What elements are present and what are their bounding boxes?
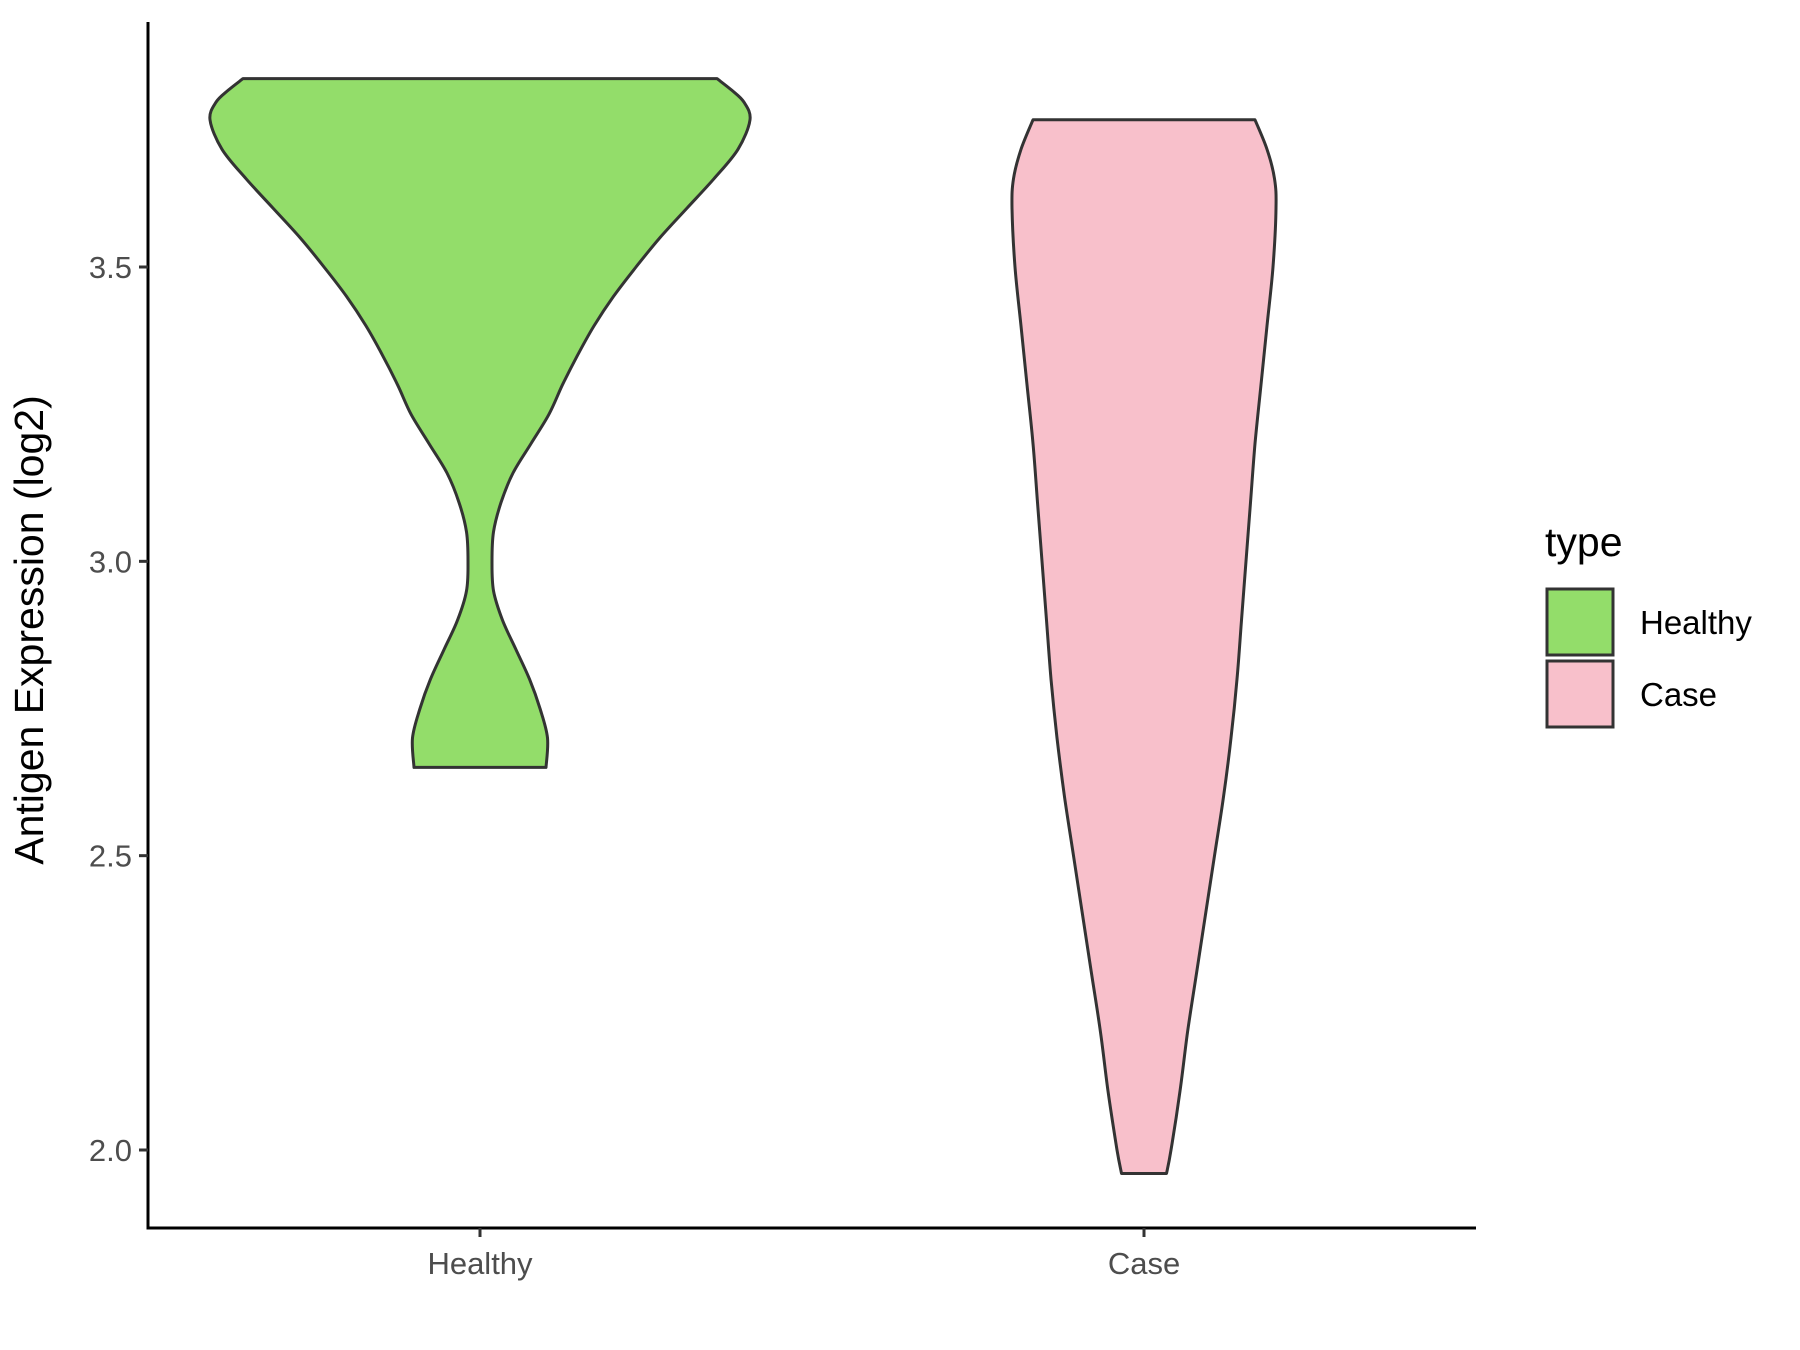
legend-label-case: Case xyxy=(1640,676,1717,713)
legend-key-case xyxy=(1545,659,1615,729)
y-tick-label: 3.0 xyxy=(89,544,132,579)
violin-healthy xyxy=(208,77,752,769)
y-axis-title: Antigen Expression (log2) xyxy=(6,395,52,864)
legend-title: type xyxy=(1545,519,1623,565)
y-tick-label: 2.0 xyxy=(89,1133,132,1168)
violin-case xyxy=(1010,118,1278,1175)
legend: type Healthy Case xyxy=(1545,519,1752,729)
x-tick-label-case: Case xyxy=(1108,1246,1180,1281)
plot-area xyxy=(208,77,1278,1175)
x-tick-label-healthy: Healthy xyxy=(427,1246,533,1281)
y-tick-label: 2.5 xyxy=(89,839,132,874)
axes: 2.0 2.5 3.0 3.5 Healthy Case xyxy=(89,22,1476,1281)
legend-label-healthy: Healthy xyxy=(1640,604,1752,641)
legend-key-healthy xyxy=(1545,587,1615,657)
y-tick-label: 3.5 xyxy=(89,250,132,285)
